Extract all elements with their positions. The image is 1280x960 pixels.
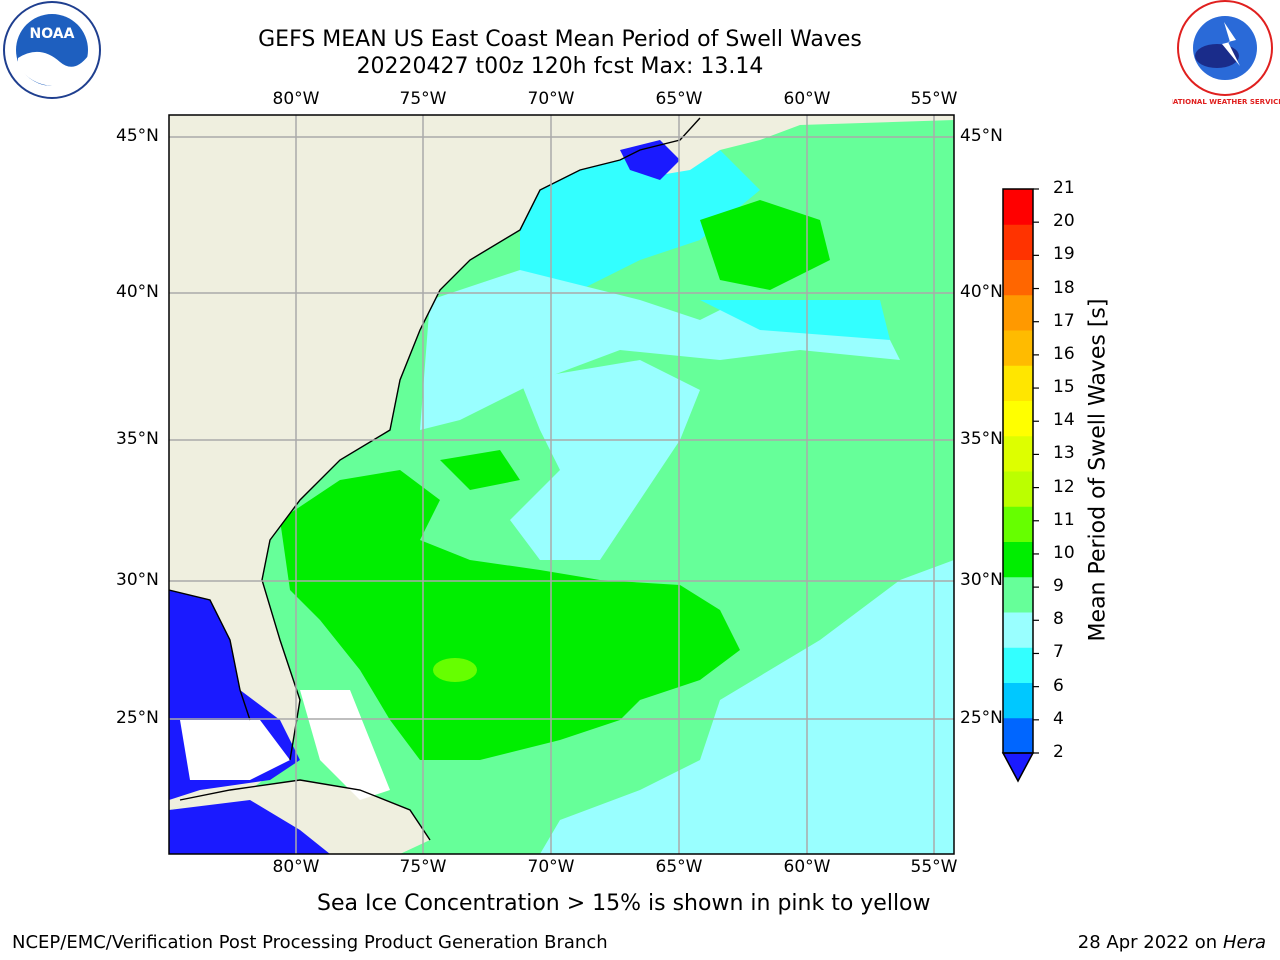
- credit-line: NCEP/EMC/Verification Post Processing Pr…: [12, 932, 608, 953]
- colorbar: [1001, 188, 1039, 783]
- lat-label-left: 45°N: [116, 126, 159, 146]
- colorbar-level-label: 4: [1053, 708, 1064, 729]
- colorbar-level-label: 15: [1053, 377, 1075, 398]
- coastline: [261, 117, 701, 761]
- colorbar-level-label: 6: [1053, 675, 1064, 696]
- swell-field-southeast: [540, 560, 954, 854]
- colorbar-level-label: 2: [1053, 742, 1064, 762]
- lon-label-bottom: 80°W: [272, 857, 320, 877]
- swell-field-northeast: [700, 200, 830, 290]
- colorbar-level-label: 20: [1053, 211, 1075, 232]
- colorbar-segment: [1003, 576, 1033, 613]
- colorbar-segment: [1003, 435, 1033, 472]
- colorbar-level-label: 12: [1053, 476, 1075, 497]
- blank-gulf: [180, 720, 290, 780]
- gridlines: [169, 115, 954, 854]
- lat-label-left: 35°N: [116, 429, 159, 449]
- colorbar-segment: [1003, 717, 1033, 754]
- colorbar-segment: [1003, 541, 1033, 578]
- land-maritimes: [640, 115, 954, 175]
- colorbar-segment: [1003, 259, 1033, 296]
- colorbar-segment: [1003, 471, 1033, 507]
- colorbar-level-label: 10: [1053, 542, 1075, 563]
- colorbar-segment: [1003, 224, 1033, 260]
- colorbar-level-label: 7: [1053, 642, 1064, 663]
- lat-label-left: 40°N: [116, 282, 159, 302]
- colorbar-level-label: 21: [1053, 178, 1075, 198]
- lon-label-top: 55°W: [910, 89, 958, 109]
- under-range-fundy: [620, 140, 680, 180]
- lon-label-bottom: 60°W: [783, 857, 831, 877]
- noaa-logo-text: NOAA: [30, 26, 75, 42]
- lat-label-right: 25°N: [960, 708, 1003, 728]
- colorbar-level-label: 19: [1053, 244, 1075, 265]
- lat-label-right: 30°N: [960, 570, 1003, 590]
- coastline-florida-west: [169, 589, 251, 721]
- date-stamp: 28 Apr 2022 on Hera: [1078, 932, 1266, 953]
- colorbar-segment: [1003, 506, 1033, 542]
- colorbar-level-label: 13: [1053, 443, 1075, 464]
- colorbar-segment: [1003, 612, 1033, 648]
- lon-label-top: 70°W: [527, 89, 575, 109]
- map-title: GEFS MEAN US East Coast Mean Period of S…: [0, 26, 1120, 80]
- colorbar-segment: [1003, 682, 1033, 719]
- colorbar-level-label: 9: [1053, 576, 1064, 597]
- swell-field-core-peak: [433, 658, 477, 682]
- nws-logo: NATIONAL WEATHER SERVICE: [1172, 0, 1280, 106]
- date-text: 28 Apr 2022 on: [1077, 932, 1223, 953]
- sea-ice-note: Sea Ice Concentration > 15% is shown in …: [317, 891, 931, 916]
- title-line-1: GEFS MEAN US East Coast Mean Period of S…: [258, 27, 862, 52]
- coastline-cuba: [179, 779, 431, 841]
- lon-label-bottom: 55°W: [910, 857, 958, 877]
- lon-label-bottom: 75°W: [399, 857, 447, 877]
- colorbar-segment: [1003, 330, 1033, 366]
- colorbar-level-label: 11: [1053, 509, 1075, 530]
- lon-label-top: 60°W: [783, 89, 831, 109]
- land-north-america: [169, 115, 700, 810]
- colorbar-level-label: 14: [1053, 410, 1075, 431]
- colorbar-segment: [1003, 294, 1033, 331]
- swell-field-mid-east: [700, 300, 890, 340]
- colorbar-level-label: 17: [1053, 310, 1075, 331]
- colorbar-level-label: 8: [1053, 609, 1064, 630]
- swell-field-core: [280, 470, 740, 760]
- lat-label-left: 30°N: [116, 570, 159, 590]
- colorbar-segment: [1003, 365, 1033, 401]
- map-frame: [168, 114, 955, 855]
- swell-field-north: [520, 130, 760, 300]
- colorbar-segment: [1003, 400, 1033, 437]
- colorbar-level-label: 18: [1053, 277, 1075, 298]
- lon-label-top: 65°W: [655, 89, 703, 109]
- lon-label-bottom: 70°W: [527, 857, 575, 877]
- blank-bahamas: [300, 690, 390, 800]
- nws-logo-text: NATIONAL WEATHER SERVICE: [1172, 98, 1280, 106]
- title-line-2: 20220427 t00z 120h fcst Max: 13.14: [356, 54, 764, 79]
- lat-label-right: 35°N: [960, 429, 1003, 449]
- lon-label-top: 75°W: [399, 89, 447, 109]
- noaa-logo: NOAA: [3, 1, 101, 99]
- colorbar-segment: [1003, 647, 1033, 683]
- lat-label-left: 25°N: [116, 708, 159, 728]
- swell-field-core-east: [440, 450, 520, 490]
- lon-label-top: 80°W: [272, 89, 320, 109]
- colorbar-under-arrow: [1001, 752, 1035, 783]
- lat-label-right: 40°N: [960, 282, 1003, 302]
- machine-name: Hera: [1222, 932, 1266, 953]
- colorbar-level-label: 16: [1053, 343, 1075, 364]
- swell-field-central: [510, 360, 700, 560]
- colorbar-segment: [1003, 189, 1033, 225]
- colorbar-title: Mean Period of Swell Waves [s]: [1085, 298, 1111, 642]
- map-fields: [169, 115, 954, 854]
- lon-label-bottom: 65°W: [655, 857, 703, 877]
- under-range-south: [169, 800, 330, 854]
- lat-label-right: 45°N: [960, 126, 1003, 146]
- colorbar-frame: [1002, 188, 1034, 754]
